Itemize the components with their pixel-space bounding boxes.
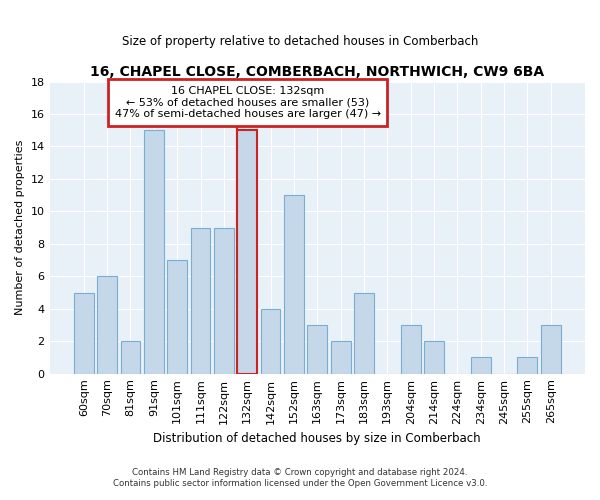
Text: Contains HM Land Registry data © Crown copyright and database right 2024.
Contai: Contains HM Land Registry data © Crown c… (113, 468, 487, 487)
Bar (121, 341, 140, 374)
Bar (97, 276, 117, 374)
Bar (284, 195, 304, 374)
Bar (471, 358, 491, 374)
Bar (74, 292, 94, 374)
Bar (307, 325, 327, 374)
Bar (167, 260, 187, 374)
Bar (191, 228, 211, 374)
Bar (260, 309, 280, 374)
Bar (238, 130, 257, 374)
Bar (354, 292, 374, 374)
Title: 16, CHAPEL CLOSE, COMBERBACH, NORTHWICH, CW9 6BA: 16, CHAPEL CLOSE, COMBERBACH, NORTHWICH,… (90, 65, 544, 79)
Text: Size of property relative to detached houses in Comberbach: Size of property relative to detached ho… (122, 35, 478, 48)
Bar (401, 325, 421, 374)
Bar (424, 341, 444, 374)
Text: 16 CHAPEL CLOSE: 132sqm
← 53% of detached houses are smaller (53)
47% of semi-de: 16 CHAPEL CLOSE: 132sqm ← 53% of detache… (115, 86, 381, 119)
Bar (144, 130, 164, 374)
Y-axis label: Number of detached properties: Number of detached properties (15, 140, 25, 316)
Bar (541, 325, 560, 374)
Bar (214, 228, 234, 374)
X-axis label: Distribution of detached houses by size in Comberbach: Distribution of detached houses by size … (154, 432, 481, 445)
Bar (517, 358, 538, 374)
Bar (331, 341, 350, 374)
